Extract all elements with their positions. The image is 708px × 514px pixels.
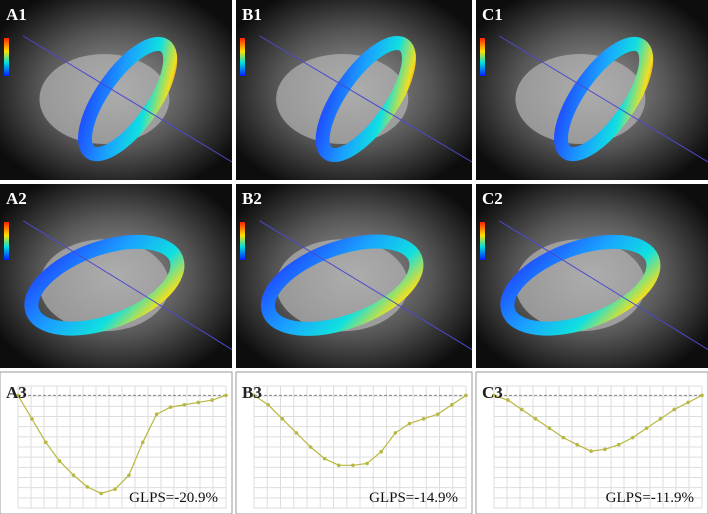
curve-point xyxy=(686,400,690,405)
curve-point xyxy=(658,417,663,421)
curve-point xyxy=(30,417,34,421)
mri-panel: A2 xyxy=(0,184,233,368)
color-bar xyxy=(4,222,9,260)
color-bar xyxy=(240,38,245,76)
curve-point xyxy=(407,421,412,426)
panel-label: B1 xyxy=(242,5,262,24)
panel-label: B2 xyxy=(242,189,262,208)
mri-panel: A1 xyxy=(0,0,233,180)
strain-plot: C3 GLPS=-11.9% xyxy=(475,371,708,514)
curve-point xyxy=(700,393,704,398)
panel-label: C2 xyxy=(482,189,503,208)
panel-label: C1 xyxy=(482,5,503,24)
curve-point xyxy=(16,393,20,398)
curve-point xyxy=(506,398,510,402)
curve-point xyxy=(450,402,454,407)
axis-line xyxy=(22,35,233,163)
strain-overlay xyxy=(554,36,654,162)
curve-point xyxy=(99,491,103,496)
curve-point xyxy=(351,463,355,468)
curve-point xyxy=(393,431,398,435)
curve-point xyxy=(252,393,256,398)
panel-label: C3 xyxy=(482,383,503,402)
color-bar xyxy=(480,222,485,260)
axis-line xyxy=(498,220,708,351)
panel-label: B3 xyxy=(242,383,262,402)
glps-value: GLPS=-11.9% xyxy=(606,490,694,506)
curve-point xyxy=(71,473,76,477)
mri-panel: C1 xyxy=(476,0,708,180)
curve-point xyxy=(308,445,313,449)
curve-point xyxy=(280,417,285,421)
curve-point xyxy=(672,407,677,412)
strain-curve xyxy=(253,394,467,466)
color-bar xyxy=(480,38,485,76)
curve-point xyxy=(43,440,48,445)
curve-point xyxy=(365,461,369,466)
axis-line xyxy=(498,35,708,163)
mri-panel: C2 xyxy=(476,184,708,368)
curve-point xyxy=(435,412,440,416)
curve-point xyxy=(464,393,468,398)
glps-value: GLPS=-20.9% xyxy=(129,490,218,506)
strain-overlay xyxy=(24,234,185,336)
curve-point xyxy=(210,398,214,402)
glps-value: GLPS=-14.9% xyxy=(369,490,458,506)
panel-label: A2 xyxy=(6,189,27,208)
curve-point xyxy=(182,402,187,407)
curve-point xyxy=(57,459,62,463)
curve-point xyxy=(154,412,159,416)
curve-point xyxy=(492,393,496,398)
mri-panel: B2 xyxy=(236,184,473,368)
curve-point xyxy=(589,449,593,454)
curve-point xyxy=(617,442,621,447)
curve-point xyxy=(533,417,538,421)
strain-overlay xyxy=(78,36,178,162)
strain-curve xyxy=(17,394,227,495)
curve-point xyxy=(168,405,173,409)
curve-point xyxy=(294,431,299,435)
curve-point xyxy=(322,456,327,461)
strain-plot: B3 GLPS=-14.9% xyxy=(235,371,473,514)
curve-point xyxy=(379,449,384,454)
axis-line xyxy=(259,220,473,351)
curve-point xyxy=(127,473,131,477)
strain-overlay xyxy=(500,234,661,336)
panel-label: A1 xyxy=(6,5,27,24)
mri-panel: B1 xyxy=(236,0,473,180)
curve-point xyxy=(141,440,145,445)
color-bar xyxy=(240,222,245,260)
curve-point xyxy=(519,407,524,412)
curve-point xyxy=(113,487,117,492)
curve-point xyxy=(630,435,635,440)
axis-line xyxy=(22,220,233,351)
curve-point xyxy=(85,485,90,489)
axis-line xyxy=(259,35,473,163)
curve-point xyxy=(421,417,426,421)
strain-plot: A3 GLPS=-20.9% xyxy=(0,371,233,514)
strain-overlay xyxy=(315,35,416,163)
curve-point xyxy=(561,435,566,440)
curve-point xyxy=(644,426,649,431)
curve-point xyxy=(575,442,579,447)
color-bar xyxy=(4,38,9,76)
curve-point xyxy=(603,447,607,452)
curve-point xyxy=(266,402,270,407)
curve-point xyxy=(337,463,341,468)
curve-point xyxy=(196,400,201,405)
curve-point xyxy=(224,393,228,398)
curve-point xyxy=(547,426,552,431)
strain-overlay xyxy=(260,234,424,336)
strain-curve xyxy=(493,394,703,452)
panel-label: A3 xyxy=(6,383,27,402)
